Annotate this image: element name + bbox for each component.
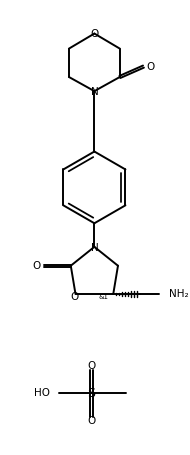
Text: N: N bbox=[90, 243, 98, 253]
Text: &1: &1 bbox=[99, 294, 108, 300]
Text: O: O bbox=[70, 292, 79, 302]
Text: HO: HO bbox=[34, 388, 50, 398]
Text: O: O bbox=[90, 29, 98, 39]
Text: O: O bbox=[33, 261, 41, 271]
Text: O: O bbox=[146, 61, 154, 71]
Text: NH₂: NH₂ bbox=[169, 289, 188, 299]
Text: O: O bbox=[87, 361, 96, 371]
Text: O: O bbox=[87, 415, 96, 425]
Text: S: S bbox=[88, 387, 96, 399]
Text: N: N bbox=[90, 87, 98, 97]
